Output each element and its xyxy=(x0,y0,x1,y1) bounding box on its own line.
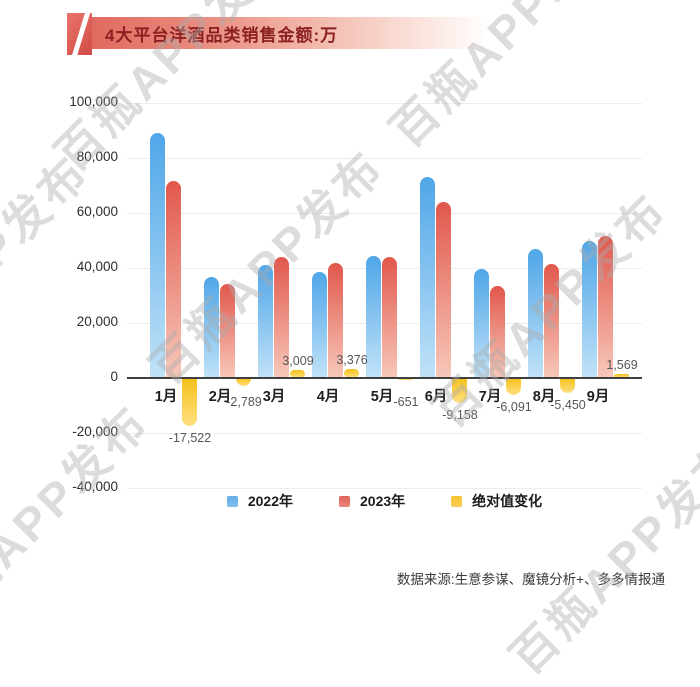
bar-2023 xyxy=(435,202,451,378)
month-label: 5月 xyxy=(370,389,394,405)
y-tick-label: 100,000 xyxy=(69,94,118,109)
bar-2022 xyxy=(581,240,597,378)
y-tick-label: 80,000 xyxy=(76,149,118,164)
bar-2022 xyxy=(257,265,273,378)
bar-change xyxy=(559,378,575,393)
bar-change xyxy=(451,378,467,404)
bar-2023 xyxy=(165,180,181,378)
change-value-label: 3,376 xyxy=(336,352,368,367)
y-tick-label: 20,000 xyxy=(76,314,118,329)
bar-2023 xyxy=(489,286,505,378)
bar-2022 xyxy=(311,272,327,378)
legend-swatch-icon xyxy=(451,495,463,507)
grid-line xyxy=(127,488,642,489)
change-value-label: -17,522 xyxy=(168,431,212,446)
month-label: 7月 xyxy=(478,389,502,405)
month-label: 3月 xyxy=(262,389,286,405)
bar-change xyxy=(289,369,305,378)
legend-label: 2022年 xyxy=(247,493,293,509)
legend-label: 绝对值变化 xyxy=(472,493,543,509)
bar-change xyxy=(397,378,413,380)
bar-2023 xyxy=(273,256,289,378)
bar-2022 xyxy=(419,177,435,378)
legend-item-1: 2023年 xyxy=(339,491,405,511)
data-source: 数据来源:生意参谋、魔镜分析+、多多情报通 xyxy=(396,572,665,587)
change-value-label: 1,569 xyxy=(606,357,638,372)
legend-swatch-icon xyxy=(339,495,350,507)
legend-swatch-icon xyxy=(226,495,238,507)
bar-2022 xyxy=(473,269,489,378)
chart-legend: 2022年 2023年 绝对值变化 xyxy=(127,491,642,511)
bar-2022 xyxy=(527,248,543,378)
y-tick-label: -20,000 xyxy=(72,424,118,439)
month-label: 1月 xyxy=(154,389,178,405)
change-value-label: -651 xyxy=(393,395,419,409)
bar-change xyxy=(343,368,359,378)
header-slash-mark xyxy=(67,13,92,55)
legend-item-0: 2022年 xyxy=(226,491,293,511)
change-value-label: -5,450 xyxy=(550,397,586,412)
sales-chart: 100,000 80,000 60,000 40,000 20,000 0 -20,000 -… xyxy=(69,94,642,494)
bar-2022 xyxy=(203,276,219,378)
bar-change xyxy=(181,378,197,427)
bar-2023 xyxy=(219,284,235,378)
change-value-label: -9,158 xyxy=(442,408,478,423)
bar-2022 xyxy=(365,255,381,378)
bar-2023 xyxy=(381,257,397,378)
bar-2023 xyxy=(597,236,613,378)
bar-change xyxy=(613,373,629,378)
month-label: 2月 xyxy=(208,389,232,405)
change-value-label: -6,091 xyxy=(496,399,532,414)
change-value-label: 3,009 xyxy=(282,353,314,368)
page-title: 4大平台洋酒品类销售金额:万 xyxy=(105,25,339,45)
bar-2023 xyxy=(327,262,343,378)
grid-line xyxy=(127,103,642,104)
title-banner: 4大平台洋酒品类销售金额:万 xyxy=(92,17,490,49)
grid-line xyxy=(127,433,642,434)
legend-label: 2023年 xyxy=(360,493,406,509)
month-label: 6月 xyxy=(424,389,448,405)
bar-2022 xyxy=(149,132,165,378)
change-value-label: -2,789 xyxy=(226,395,262,409)
y-tick-label: 0 xyxy=(110,369,118,384)
legend-item-2: 绝对值变化 xyxy=(451,491,542,511)
y-tick-label: -40,000 xyxy=(72,479,118,494)
bar-change xyxy=(235,378,251,386)
month-label: 4月 xyxy=(316,389,340,405)
bar-2023 xyxy=(543,263,559,378)
x-axis-line xyxy=(127,377,642,379)
y-tick-label: 60,000 xyxy=(76,204,118,219)
month-label: 8月 xyxy=(532,389,556,405)
grid-line xyxy=(127,213,642,214)
y-tick-label: 40,000 xyxy=(76,259,118,274)
bar-change xyxy=(505,378,521,395)
month-label: 9月 xyxy=(586,389,610,405)
grid-line xyxy=(127,158,642,159)
